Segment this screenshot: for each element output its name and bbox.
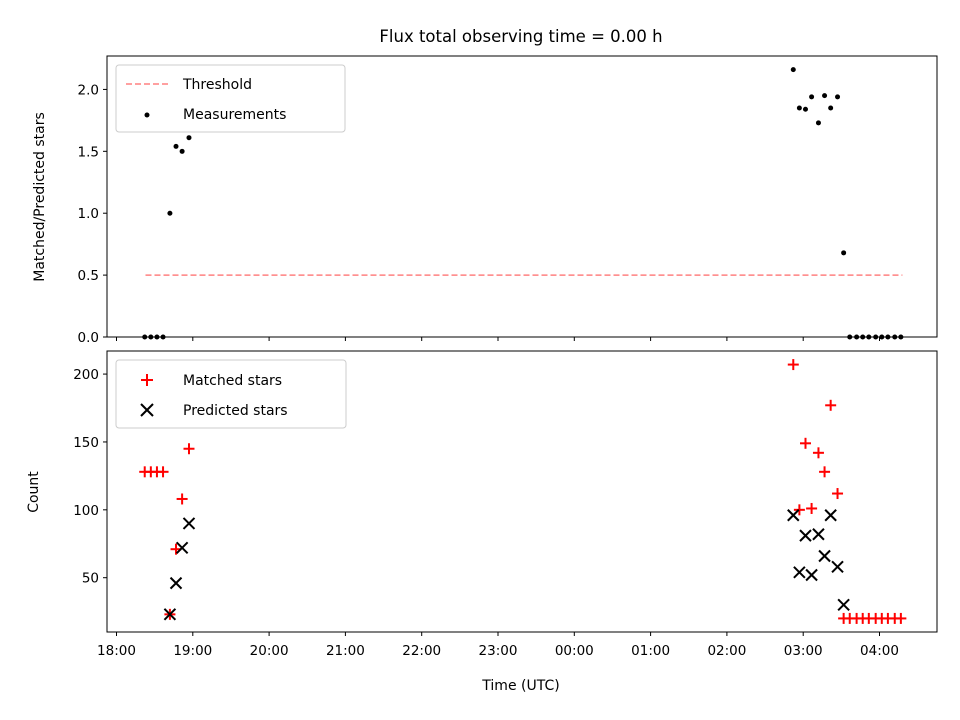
bottom-y-tick-label: 50 (82, 571, 99, 587)
top-y-ticks: 0.0 0.5 1.0 1.5 2.0 (78, 82, 107, 346)
measurement-point (828, 105, 834, 111)
legend-predicted-marker (140, 403, 154, 417)
matched-star-point (183, 443, 195, 455)
bottom-y-tick-label: 100 (73, 503, 99, 519)
predicted-star-point (812, 528, 825, 541)
bottom-y-axis-label: Count (26, 471, 42, 513)
x-tick-label: 03:00 (784, 643, 823, 659)
measurement-point (841, 250, 847, 256)
x-tick-label: 18:00 (97, 643, 136, 659)
measurement-point (186, 135, 192, 141)
measurement-point (879, 334, 885, 340)
measurement-point (179, 148, 185, 154)
bottom-legend-box (115, 359, 347, 429)
measurement-point (173, 143, 179, 149)
matched-star-point (806, 502, 818, 514)
top-y-tick-label: 0.5 (78, 268, 99, 284)
measurement-point (835, 94, 841, 100)
x-tick-label: 20:00 (250, 643, 289, 659)
measurement-point (873, 334, 879, 340)
matched-star-point (157, 466, 169, 478)
measurement-point (160, 334, 166, 340)
predicted-star-point (182, 517, 196, 530)
measurement-point (790, 67, 796, 73)
matched-star-point (812, 447, 824, 459)
bottom-y-tick-label: 200 (73, 367, 99, 383)
x-tick-label: 00:00 (555, 643, 594, 659)
legend-predicted-label: Predicted stars (183, 403, 288, 419)
measurement-point (885, 334, 891, 340)
predicted-star-point (818, 549, 831, 563)
x-tick-label: 22:00 (402, 643, 441, 659)
measurement-point (154, 334, 160, 340)
measurement-point (898, 334, 904, 340)
matched-star-point (176, 493, 188, 505)
top-y-tick-label: 1.0 (78, 206, 99, 222)
measurement-point (892, 334, 898, 340)
predicted-star-point (787, 509, 800, 522)
matched-star-point (819, 466, 831, 478)
x-tick-label: 04:00 (860, 643, 899, 659)
matched-star-point (787, 359, 799, 371)
top-x-ticks (116, 337, 880, 341)
bottom-panel: 50 100 150 200 18:00 19:00 20:00 21:00 22:00 23:… (26, 350, 938, 694)
x-tick-label: 19:00 (173, 643, 212, 659)
predicted-star-point (175, 541, 189, 555)
x-tick-label: 21:00 (326, 643, 365, 659)
bottom-y-ticks: 50 100 150 200 (73, 367, 107, 587)
chart-title: Flux total observing time = 0.00 h (379, 27, 662, 46)
bottom-x-ticks: 18:00 19:00 20:00 21:00 22:00 23:00 00:00 01:00… (97, 632, 899, 659)
top-y-axis-label: Matched/Predicted stars (32, 112, 48, 282)
legend-matched-label: Matched stars (183, 373, 282, 389)
legend-matched-marker (141, 374, 153, 386)
top-panel-frame (106, 55, 938, 338)
measurement-point (167, 210, 173, 216)
top-legend-box (115, 64, 346, 133)
predicted-star-point (163, 608, 177, 621)
bottom-y-tick-label: 150 (73, 435, 99, 451)
measurement-point (802, 106, 808, 112)
bottom-data (139, 359, 907, 624)
measurement-point (148, 334, 154, 340)
matched-star-point (799, 437, 811, 449)
matched-star-point (832, 488, 844, 500)
bottom-legend: Matched stars Predicted stars (115, 359, 347, 429)
matched-star-point (793, 504, 805, 516)
measurement-point (142, 334, 148, 340)
predicted-star-point (805, 568, 818, 582)
measurement-point (866, 334, 872, 340)
top-y-tick-label: 0.0 (78, 330, 99, 346)
predicted-star-point (799, 529, 812, 542)
top-legend: Threshold Measurements (115, 64, 346, 133)
measurement-point (809, 94, 815, 100)
measurement-point (796, 105, 802, 111)
x-tick-label: 23:00 (479, 643, 518, 659)
predicted-star-point (837, 598, 850, 612)
measurement-point (815, 120, 821, 126)
measurement-point (854, 334, 860, 340)
predicted-star-point (831, 560, 844, 574)
bottom-panel-frame (106, 350, 938, 633)
predicted-star-point (824, 509, 837, 522)
measurement-point (847, 334, 853, 340)
top-y-tick-label: 2.0 (78, 82, 99, 98)
legend-measurements-marker (144, 112, 150, 118)
measurement-point (860, 334, 866, 340)
legend-threshold-label: Threshold (182, 77, 252, 93)
legend-measurements-label: Measurements (183, 107, 286, 123)
top-panel: 0.00.51.01.52.0 Matched/Predicted stars … (32, 55, 938, 346)
measurement-point (822, 93, 828, 99)
x-tick-label: 01:00 (631, 643, 670, 659)
top-y-tick-label: 1.5 (78, 144, 99, 160)
x-axis-label: Time (UTC) (481, 678, 559, 694)
matched-star-point (895, 612, 907, 624)
predicted-star-point (169, 576, 183, 590)
top-data (142, 67, 904, 340)
x-tick-label: 02:00 (707, 643, 746, 659)
matched-star-point (825, 399, 837, 411)
predicted-star-point (793, 566, 806, 579)
